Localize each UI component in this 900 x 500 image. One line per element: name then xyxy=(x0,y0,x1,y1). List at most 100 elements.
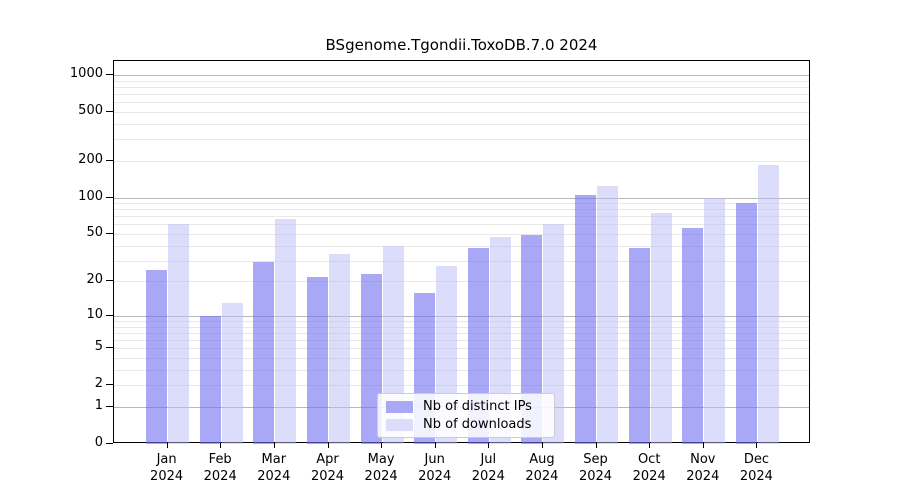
x-tick-label-feb: Feb 2024 xyxy=(185,451,255,485)
x-tick-month: Jan xyxy=(156,452,177,467)
gridline-minor-40 xyxy=(114,245,809,247)
bar-downloads-jul xyxy=(489,237,511,444)
legend-item-distinct-ips: Nb of distinct IPs xyxy=(386,399,546,414)
x-tick-mark-jul xyxy=(488,443,490,448)
x-tick-mark-nov xyxy=(702,443,704,448)
y-tick-mark-20 xyxy=(106,280,113,282)
x-tick-year: 2024 xyxy=(578,469,613,484)
gridline-major-10 xyxy=(114,315,809,317)
x-tick-month: Aug xyxy=(529,452,555,467)
legend-swatch-downloads xyxy=(386,418,413,431)
x-tick-month: Mar xyxy=(261,452,287,467)
gridline-minor-700 xyxy=(114,94,809,95)
gridline-minor-90 xyxy=(114,203,809,205)
gridline-minor-500 xyxy=(114,112,809,113)
gridline-minor-60 xyxy=(114,224,809,226)
y-tick-mark-0 xyxy=(106,443,113,444)
x-tick-label-jan: Jan 2024 xyxy=(132,451,202,485)
bar-distinct-ips-may xyxy=(360,274,382,444)
bar-distinct-ips-feb xyxy=(199,315,221,444)
x-tick-year: 2024 xyxy=(739,469,773,484)
x-tick-month: Jul xyxy=(480,452,497,467)
x-tick-year: 2024 xyxy=(257,469,291,484)
y-tick-mark-1000 xyxy=(106,74,113,75)
x-tick-label-mar: Mar 2024 xyxy=(239,451,309,485)
gridline-minor-400 xyxy=(114,123,809,125)
gridline-minor-200 xyxy=(114,160,809,162)
y-tick-mark-200 xyxy=(106,159,113,161)
gridline-minor-300 xyxy=(114,139,809,141)
x-tick-month: Sep xyxy=(583,452,608,467)
x-tick-label-oct: Oct 2024 xyxy=(614,451,684,485)
x-tick-month: Nov xyxy=(690,452,716,467)
x-tick-year: 2024 xyxy=(310,469,345,484)
x-tick-label-sep: Sep 2024 xyxy=(561,451,631,485)
y-tick-label-5: 5 xyxy=(94,339,103,355)
y-tick-mark-10 xyxy=(106,314,113,316)
x-tick-month: Oct xyxy=(637,452,661,467)
gridline-minor-800 xyxy=(114,86,809,88)
y-tick-label-100: 100 xyxy=(78,188,103,204)
x-tick-year: 2024 xyxy=(686,469,720,484)
bar-distinct-ips-apr xyxy=(307,276,328,444)
gridline-minor-80 xyxy=(114,209,809,211)
bar-distinct-ips-jan xyxy=(146,270,168,444)
gridline-major-100 xyxy=(114,197,809,199)
gridline-minor-2 xyxy=(114,385,809,387)
y-tick-label-0: 0 xyxy=(94,435,103,450)
y-tick-mark-2 xyxy=(106,384,113,386)
x-tick-mark-feb xyxy=(220,443,222,448)
x-tick-mark-apr xyxy=(327,443,329,448)
x-tick-year: 2024 xyxy=(150,469,184,484)
gridline-minor-900 xyxy=(114,80,809,82)
bar-distinct-ips-dec xyxy=(735,203,757,444)
x-tick-mark-dec xyxy=(756,443,758,448)
x-tick-mark-jan xyxy=(166,443,168,448)
bar-downloads-mar xyxy=(275,219,297,444)
y-tick-mark-1 xyxy=(106,406,113,407)
gridline-minor-6 xyxy=(114,340,809,342)
legend-label-distinct-ips: Nb of distinct IPs xyxy=(423,399,532,414)
y-tick-mark-50 xyxy=(106,233,113,234)
gridline-major-1000 xyxy=(114,75,809,76)
legend-swatch-distinct-ips xyxy=(386,400,413,413)
bar-distinct-ips-aug xyxy=(521,235,543,444)
gridline-minor-4 xyxy=(114,358,809,359)
gridline-minor-3 xyxy=(114,370,809,371)
bar-distinct-ips-mar xyxy=(253,262,275,444)
x-tick-month: Apr xyxy=(316,452,339,467)
y-tick-label-2: 2 xyxy=(94,376,103,392)
x-tick-year: 2024 xyxy=(471,469,505,484)
bar-downloads-aug xyxy=(543,224,565,444)
y-tick-label-10: 10 xyxy=(86,306,103,322)
x-tick-label-dec: Dec 2024 xyxy=(721,451,791,485)
x-tick-year: 2024 xyxy=(418,469,452,484)
x-tick-label-aug: Aug 2024 xyxy=(507,451,577,485)
bar-downloads-sep xyxy=(597,185,618,444)
x-tick-year: 2024 xyxy=(632,469,666,484)
gridline-minor-9 xyxy=(114,321,809,322)
x-tick-year: 2024 xyxy=(364,469,398,484)
y-tick-label-1: 1 xyxy=(94,397,103,413)
x-tick-month: May xyxy=(367,452,395,467)
x-tick-mark-oct xyxy=(649,443,651,448)
bar-distinct-ips-oct xyxy=(628,248,650,444)
x-tick-mark-jun xyxy=(434,443,436,448)
gridline-minor-30 xyxy=(114,260,809,262)
bar-distinct-ips-nov xyxy=(682,228,704,444)
legend-item-downloads: Nb of downloads xyxy=(386,417,546,432)
y-tick-mark-5 xyxy=(106,347,113,349)
chart-title: BSgenome.Tgondii.ToxoDB.7.0 2024 xyxy=(325,36,598,54)
x-tick-label-nov: Nov 2024 xyxy=(668,451,738,485)
bar-downloads-nov xyxy=(704,197,726,444)
y-tick-mark-100 xyxy=(106,196,113,198)
x-tick-month: Feb xyxy=(208,452,232,467)
x-tick-mark-mar xyxy=(273,443,275,448)
x-tick-label-jul: Jul 2024 xyxy=(453,451,523,485)
legend-label-downloads: Nb of downloads xyxy=(423,417,532,432)
x-tick-month: Dec xyxy=(743,452,769,467)
gridline-minor-50 xyxy=(114,234,809,235)
y-tick-label-20: 20 xyxy=(86,272,103,288)
bar-downloads-dec xyxy=(757,164,779,444)
